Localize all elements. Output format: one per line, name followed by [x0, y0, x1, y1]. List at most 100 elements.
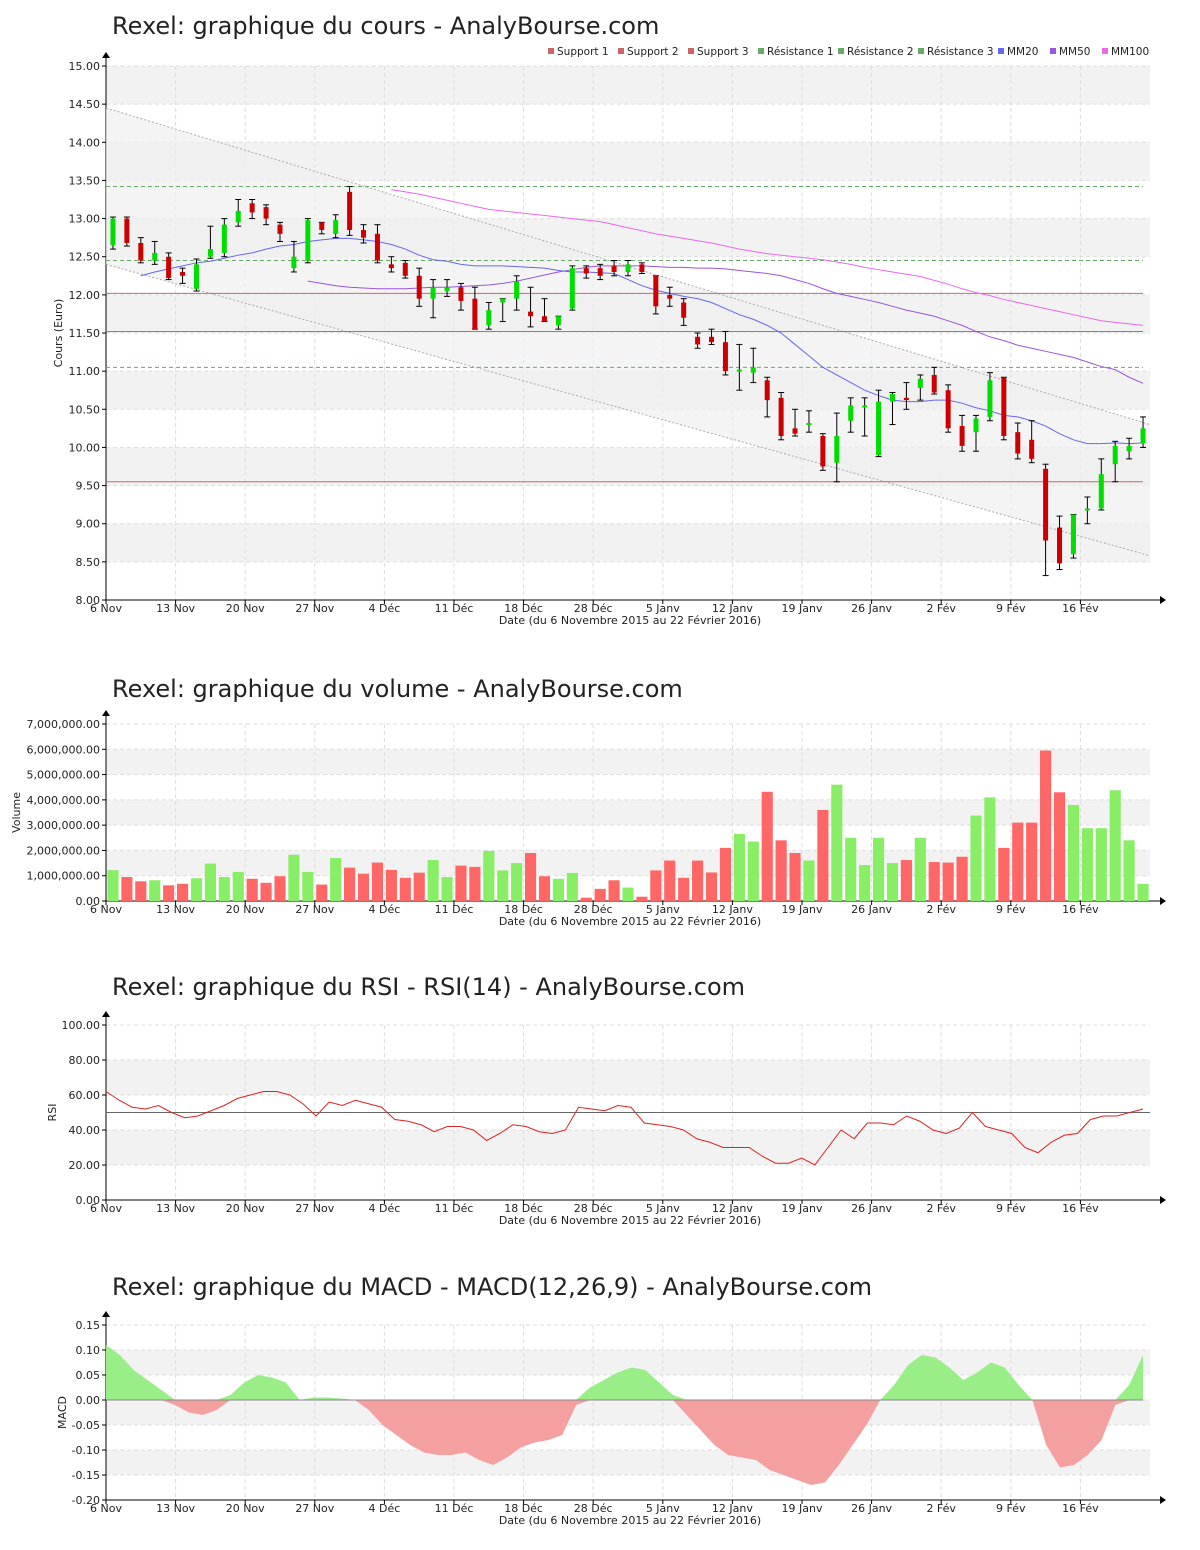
candle-body [514, 281, 520, 299]
volume-bar [302, 871, 314, 901]
macd-chart: -0.20 -0.15 -0.10 -0.05 0.00 0.05 0.10 0.15 6 No… [56, 1311, 1166, 1527]
volume-bar [163, 885, 175, 901]
y-tick-label: 12.00 [69, 289, 101, 302]
x-tick-label: 19 Janv [782, 602, 823, 615]
x-tick-label: 20 Nov [226, 602, 265, 615]
candle-body [458, 287, 464, 301]
candle-body [667, 294, 673, 299]
y-tick-label: 20.00 [69, 1159, 101, 1172]
x-tick-label: 5 Janv [646, 602, 680, 615]
candle-body [876, 401, 882, 456]
candle-body [180, 271, 186, 276]
candle-body [569, 268, 575, 309]
y-axis-arrow [102, 52, 110, 58]
x-tick-label: 18 Déc [504, 1202, 543, 1215]
x-tick-label: 13 Nov [156, 1502, 195, 1515]
x-tick-label: 19 Janv [782, 903, 823, 916]
candle-body [736, 369, 742, 372]
candle-body [611, 265, 617, 272]
candle-body [695, 336, 701, 345]
x-axis-arrow [1160, 1496, 1166, 1504]
candle-body [681, 302, 687, 318]
candle-body [709, 336, 715, 343]
x-tick-label: 20 Nov [226, 1202, 265, 1215]
x-tick-label: 16 Fév [1062, 1502, 1099, 1515]
candle-body [263, 207, 269, 219]
candle-body [444, 287, 450, 292]
volume-bar [357, 873, 370, 901]
y-tick-label: 0.15 [76, 1319, 101, 1332]
candle-body [319, 222, 325, 231]
x-tick-label: 6 Nov [90, 602, 122, 615]
legend-item: MM20 [1007, 46, 1038, 58]
x-tick-label: 28 Déc [574, 602, 613, 615]
candle-body [931, 374, 937, 393]
volume-bar [970, 815, 982, 901]
mm100-line [391, 189, 1144, 326]
x-tick-label: 28 Déc [574, 1202, 613, 1215]
y-tick-label: 10.00 [69, 441, 101, 454]
x-tick-label: 11 Déc [435, 1502, 474, 1515]
x-tick-label: 12 Janv [712, 903, 753, 916]
candle-body [1001, 377, 1007, 436]
volume-bar [344, 867, 356, 901]
volume-bar [580, 897, 592, 901]
volume-bar [900, 860, 912, 901]
macd-negative-area [106, 1400, 1143, 1485]
y-axis-label: RSI [46, 1104, 59, 1122]
x-tick-label: 2 Fév [926, 1202, 956, 1215]
legend-item: Résistance 1 [767, 46, 834, 58]
y-tick-label: 14.50 [69, 98, 101, 111]
candle-body [959, 426, 965, 446]
volume-bar [928, 862, 940, 901]
x-tick-label: 5 Janv [646, 1502, 680, 1515]
candle-body [472, 298, 478, 330]
candle-body [1140, 428, 1146, 444]
y-tick-label: -0.15 [72, 1469, 100, 1482]
x-tick-label: 27 Nov [295, 1502, 334, 1515]
y-tick-label: 8.00 [76, 594, 101, 607]
price-chart-title: Rexel: graphique du cours - AnalyBourse.… [112, 12, 660, 40]
x-tick-label: 5 Janv [646, 1202, 680, 1215]
candle-body [277, 224, 283, 234]
volume-bar [678, 877, 690, 901]
volume-bar [176, 883, 189, 901]
candle-body [848, 405, 854, 421]
volume-bar [190, 878, 203, 901]
grid-band [106, 1450, 1150, 1475]
candle-body [987, 380, 993, 417]
y-axis-label: Volume [10, 792, 23, 833]
volume-bar [288, 854, 300, 901]
candle-body [834, 435, 840, 463]
volume-bar [441, 876, 453, 901]
y-tick-label: -0.10 [72, 1444, 100, 1457]
y-tick-label: 3,000,000.00 [27, 819, 100, 832]
x-tick-label: 27 Nov [295, 1202, 334, 1215]
candle-body [597, 268, 603, 276]
y-tick-label: 14.00 [69, 136, 101, 149]
volume-bar [1123, 840, 1135, 901]
candle-body [374, 233, 380, 261]
candle-body [945, 390, 951, 429]
candle-body [124, 218, 130, 243]
candle-body [388, 264, 394, 269]
x-tick-label: 11 Déc [435, 1202, 474, 1215]
x-tick-label: 4 Déc [369, 602, 401, 615]
candle-body [110, 218, 116, 246]
volume-bar [135, 881, 147, 901]
grid-band [106, 1400, 1150, 1425]
candle-body [361, 230, 367, 238]
candle-body [347, 191, 353, 231]
y-tick-label: 0.05 [76, 1369, 101, 1382]
legend-item: Support 2 [627, 46, 679, 58]
x-tick-label: 26 Janv [851, 602, 892, 615]
x-tick-label: 13 Nov [156, 1202, 195, 1215]
candle-body [625, 264, 631, 272]
x-axis-arrow [1160, 1196, 1166, 1204]
candle-body [583, 268, 589, 274]
candle-body [193, 264, 199, 289]
volume-bar [650, 870, 662, 901]
candle-body [1098, 474, 1104, 509]
candle-body [555, 316, 561, 326]
price-chart-panel: Rexel: graphique du cours - AnalyBourse.… [0, 0, 1200, 640]
